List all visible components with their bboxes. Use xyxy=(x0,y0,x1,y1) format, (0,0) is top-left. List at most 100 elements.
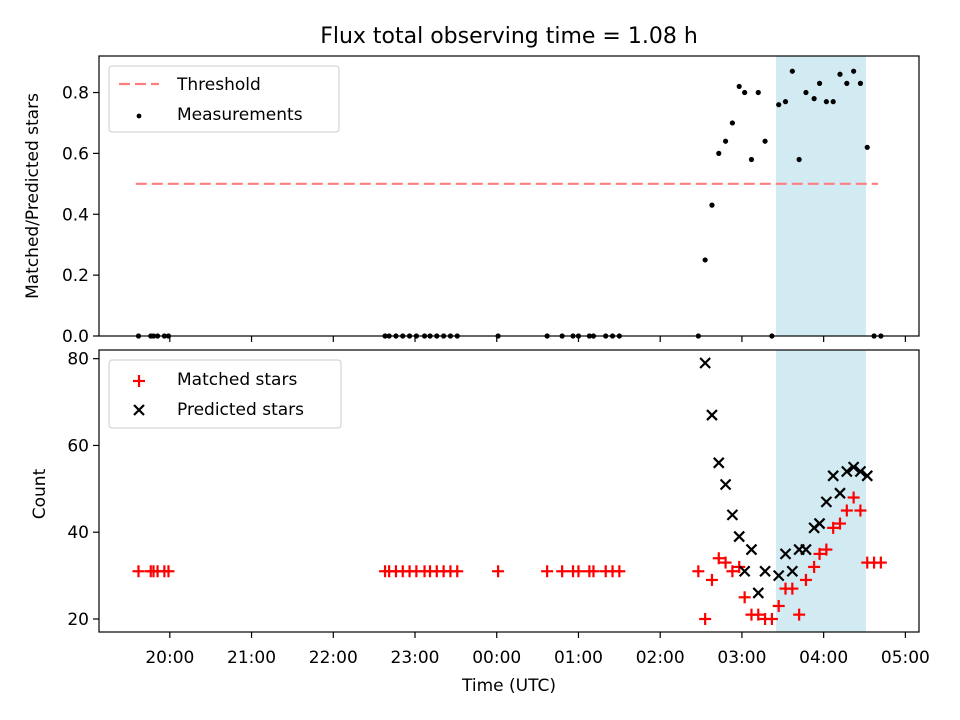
measurement-point xyxy=(851,68,857,74)
matched-point xyxy=(847,491,860,504)
predicted-point xyxy=(847,461,860,473)
matched-points xyxy=(132,491,887,625)
x-tick-label: 05:00 xyxy=(881,648,930,668)
x-tick-label: 20:00 xyxy=(145,648,194,668)
matched-point xyxy=(793,608,806,621)
matched-point xyxy=(719,556,732,569)
matched-point xyxy=(820,543,833,556)
predicted-point xyxy=(745,543,758,556)
matched-point xyxy=(692,565,705,578)
predicted-point xyxy=(827,470,839,482)
matched-point xyxy=(726,565,739,578)
predicted-point xyxy=(786,565,799,578)
matched-point xyxy=(132,565,145,578)
predicted-points xyxy=(699,357,874,599)
measurement-point xyxy=(857,80,864,86)
x-tick-label: 04:00 xyxy=(799,648,848,668)
bottom-x-ticks: 20:00 21:00 22:00 23:00 00:00 01:00 02:00 03:00… xyxy=(145,632,930,668)
top-y-axis-label: Matched/Predicted stars xyxy=(23,93,43,299)
y-tick-label: 0.6 xyxy=(62,144,89,164)
matched-point xyxy=(833,517,846,530)
measurement-point xyxy=(729,120,735,126)
matched-point xyxy=(712,552,725,565)
x-tick-label: 03:00 xyxy=(717,648,766,668)
top-x-ticks xyxy=(169,336,906,342)
top-panel: 0.00.20.40.60.8 Matched/Predicted stars … xyxy=(23,55,920,347)
predicted-point xyxy=(733,530,745,543)
measurement-point xyxy=(816,80,823,86)
bottom-highlight-span xyxy=(775,350,866,632)
matched-point xyxy=(572,565,585,578)
predicted-legend-label: Predicted stars xyxy=(177,400,304,420)
matched-point xyxy=(813,547,826,560)
predicted-point xyxy=(772,569,785,582)
measurements-legend-marker xyxy=(136,113,142,119)
predicted-point xyxy=(861,470,874,482)
measurement-point xyxy=(837,71,843,77)
predicted-point xyxy=(813,517,826,530)
bottom-panel: 20 40 60 80 20:00 21:00 22:00 23:00 00:00 01:00 0… xyxy=(30,349,930,696)
matched-point xyxy=(162,565,175,578)
matched-point xyxy=(613,565,626,578)
measurement-point xyxy=(702,257,708,263)
x-tick-label: 02:00 xyxy=(636,648,685,668)
matched-point xyxy=(772,599,785,612)
measurement-point xyxy=(722,138,729,144)
predicted-point xyxy=(706,409,718,421)
predicted-point xyxy=(779,548,792,560)
matched-point xyxy=(492,565,505,578)
predicted-point xyxy=(726,509,739,521)
predicted-point xyxy=(719,478,732,491)
matched-point xyxy=(752,608,765,621)
bottom-legend-box xyxy=(108,359,342,429)
y-tick-label: 0.8 xyxy=(62,84,89,104)
bottom-axes-frame xyxy=(98,349,920,633)
matched-point xyxy=(556,565,569,578)
matched-point xyxy=(799,573,812,586)
measurements-legend-label: Measurements xyxy=(177,105,303,125)
x-axis-label: Time (UTC) xyxy=(461,676,556,696)
y-tick-label: 20 xyxy=(67,610,89,630)
measurement-point xyxy=(789,68,795,74)
x-tick-label: 23:00 xyxy=(391,648,440,668)
predicted-point xyxy=(841,465,853,478)
top-axes-frame xyxy=(98,55,920,337)
bottom-y-ticks: 20 40 60 80 xyxy=(67,350,99,630)
matched-point xyxy=(765,612,778,625)
predicted-point xyxy=(834,487,846,499)
x-tick-label: 01:00 xyxy=(554,648,603,668)
predicted-point xyxy=(738,565,751,578)
matched-point xyxy=(541,565,554,578)
x-tick-label: 22:00 xyxy=(309,648,358,668)
measurement-point xyxy=(709,202,715,208)
matched-point xyxy=(827,521,840,534)
measurement-point xyxy=(823,99,829,105)
bottom-y-axis-label: Count xyxy=(30,468,50,519)
matched-legend-label: Matched stars xyxy=(177,370,297,390)
matched-point xyxy=(705,573,718,586)
y-tick-label: 40 xyxy=(67,523,89,543)
matched-point xyxy=(451,565,464,578)
matched-point xyxy=(874,556,887,569)
top-y-ticks: 0.0 0.2 0.4 0.6 0.8 xyxy=(62,84,99,347)
y-tick-label: 0.4 xyxy=(62,205,89,225)
predicted-point xyxy=(854,465,867,478)
predicted-point xyxy=(800,543,812,556)
threshold-legend-label: Threshold xyxy=(176,75,261,95)
measurement-point xyxy=(762,138,768,144)
y-tick-label: 0.0 xyxy=(62,327,89,347)
measurement-point xyxy=(830,99,836,105)
measurement-point xyxy=(742,89,748,96)
top-legend: Threshold Measurements xyxy=(108,65,340,133)
measurement-point xyxy=(803,89,809,96)
measurement-point xyxy=(776,102,782,108)
predicted-point xyxy=(820,496,833,508)
measurement-point xyxy=(796,156,802,163)
y-tick-label: 60 xyxy=(67,436,89,456)
y-tick-label: 80 xyxy=(67,350,89,370)
predicted-point xyxy=(759,565,771,578)
matched-legend-marker xyxy=(133,375,145,387)
measurement-point xyxy=(755,89,761,96)
measurement-point xyxy=(811,96,817,102)
